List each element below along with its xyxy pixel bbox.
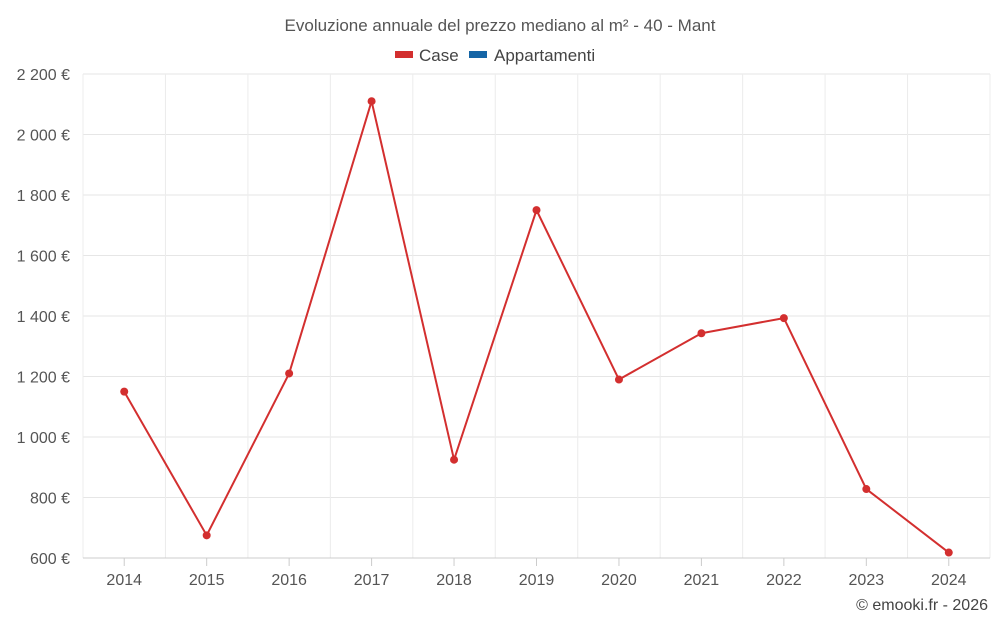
series-case <box>120 97 953 557</box>
legend-swatch-case <box>395 51 413 58</box>
x-tick-label: 2023 <box>849 572 885 589</box>
data-point-case[interactable] <box>450 455 459 464</box>
x-axis: 2014 2015 2016 2017 2018 2019 2020 2021 2022 2023… <box>83 557 990 589</box>
y-tick-label: 1 200 € <box>17 370 70 387</box>
x-tick-label: 2024 <box>931 572 967 589</box>
y-tick-label: 800 € <box>30 491 70 508</box>
legend-item-case[interactable]: Case <box>395 46 459 65</box>
legend: Case Appartamenti <box>395 46 595 65</box>
y-tick-label: 2 000 € <box>17 128 70 145</box>
x-tick-label: 2022 <box>766 572 802 589</box>
data-point-case[interactable] <box>779 314 788 323</box>
y-tick-label: 1 800 € <box>17 188 70 205</box>
grid <box>82 73 991 558</box>
legend-item-appartamenti[interactable]: Appartamenti <box>469 46 595 65</box>
y-tick-label: 600 € <box>30 551 70 568</box>
y-tick-label: 1 400 € <box>17 309 70 326</box>
data-point-case[interactable] <box>120 387 129 396</box>
y-tick-label: 2 200 € <box>17 67 70 84</box>
data-point-case[interactable] <box>614 375 623 384</box>
x-tick-label: 2021 <box>684 572 720 589</box>
y-axis: 600 € 800 € 1 000 € 1 200 € 1 400 € 1 600 € 1 … <box>17 67 70 568</box>
x-tick-label: 2020 <box>601 572 637 589</box>
x-tick-label: 2015 <box>189 572 225 589</box>
y-tick-label: 1 600 € <box>17 249 70 266</box>
data-point-case[interactable] <box>285 369 294 378</box>
data-point-case[interactable] <box>944 548 953 557</box>
x-tick-label: 2018 <box>436 572 472 589</box>
legend-swatch-appartamenti <box>469 51 487 58</box>
legend-label-case: Case <box>419 46 459 65</box>
chart-title: Evoluzione annuale del prezzo mediano al… <box>285 16 716 35</box>
x-tick-label: 2014 <box>106 572 142 589</box>
data-point-case[interactable] <box>862 485 871 494</box>
data-point-case[interactable] <box>532 206 541 215</box>
x-tick-label: 2019 <box>519 572 555 589</box>
legend-label-appartamenti: Appartamenti <box>494 46 595 65</box>
x-tick-label: 2016 <box>271 572 307 589</box>
data-point-case[interactable] <box>367 97 376 106</box>
data-point-case[interactable] <box>697 329 706 338</box>
y-tick-label: 1 000 € <box>17 430 70 447</box>
credit-text: © emooki.fr - 2026 <box>856 597 988 614</box>
x-tick-label: 2017 <box>354 572 390 589</box>
data-point-case[interactable] <box>202 531 211 540</box>
